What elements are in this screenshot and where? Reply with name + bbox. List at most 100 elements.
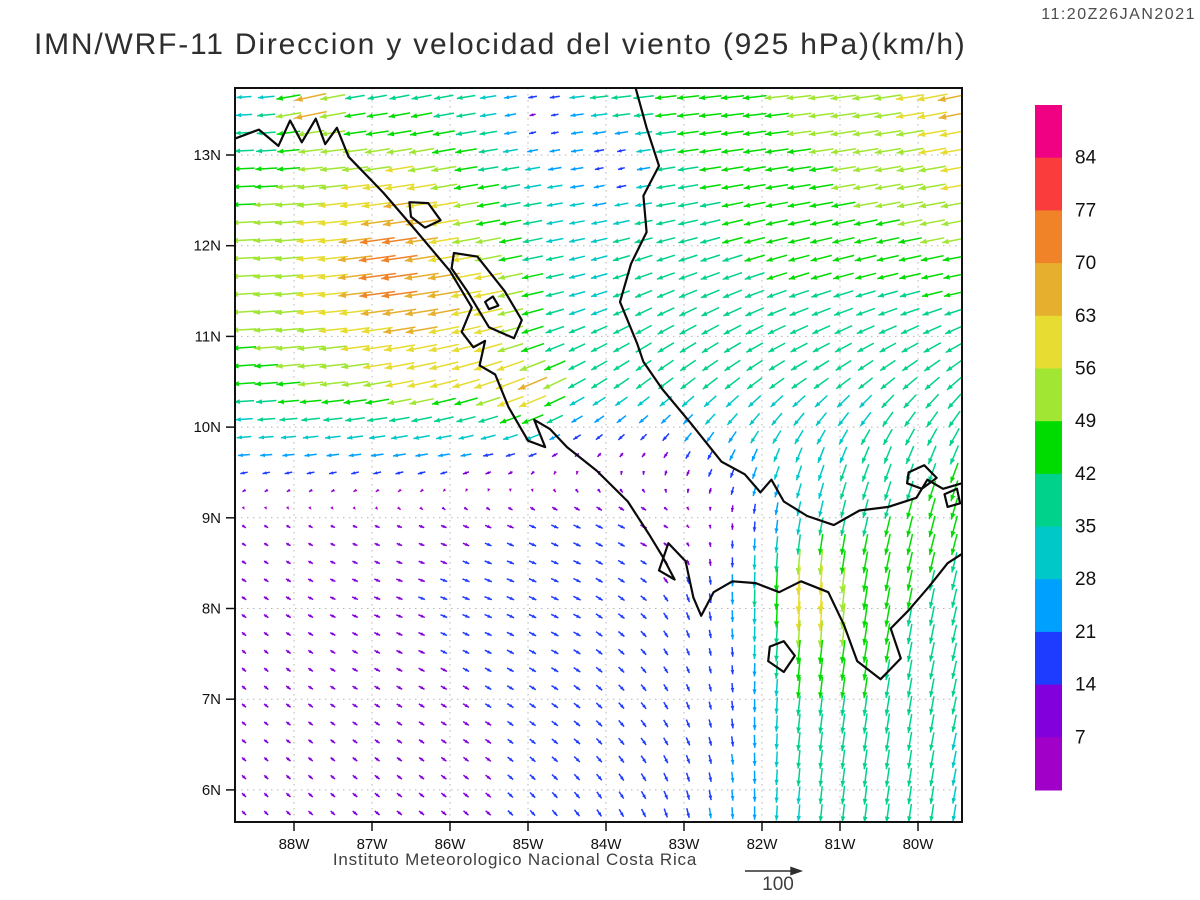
wind-arrow-head	[504, 131, 510, 135]
wind-arrow-head	[840, 567, 846, 575]
wind-arrow-head	[664, 794, 668, 800]
y-axis-label: 9N	[202, 510, 221, 527]
wind-arrow-head	[598, 578, 603, 583]
wind-arrow-head	[730, 525, 734, 530]
wind-arrow-head	[242, 667, 246, 672]
wind-arrow-head	[830, 113, 838, 119]
wind-arrow-head	[235, 166, 240, 172]
wind-arrow-head	[916, 95, 925, 102]
wind-arrow-head	[253, 219, 261, 226]
wind-arrow-head	[460, 453, 466, 457]
wind-arrow-head	[529, 113, 534, 117]
wind-arrow-head	[794, 438, 800, 444]
wind-arrow-head	[941, 220, 949, 227]
wind-arrow-head	[907, 762, 912, 769]
wind-arrow-head	[319, 345, 327, 352]
wind-arrow-head	[398, 650, 403, 654]
wind-arrow-head	[442, 721, 447, 726]
wind-arrow-head	[840, 727, 846, 734]
wind-arrow-head	[792, 401, 799, 407]
wind-arrow-head	[323, 417, 330, 422]
wind-arrow-head	[308, 667, 313, 672]
wind-arrow-head	[708, 759, 712, 764]
wind-arrow-head	[900, 310, 907, 316]
wind-arrow-head	[236, 435, 242, 440]
wind-arrow-head	[242, 560, 247, 564]
wind-arrow-head	[620, 596, 625, 601]
wind-arrow-head	[831, 202, 839, 209]
wind-arrow-head	[818, 780, 824, 787]
wind-arrow-head	[465, 632, 470, 636]
wind-arrow-head	[353, 811, 358, 815]
wind-arrow-head	[945, 347, 952, 353]
wind-arrow-head	[598, 668, 603, 673]
wind-arrow-head	[862, 656, 868, 663]
wind-arrow-head	[458, 435, 464, 440]
wind-arrow-head	[235, 130, 241, 136]
wind-arrow-head	[428, 256, 437, 263]
wind-arrow-head	[304, 453, 310, 458]
wind-arrow-head	[308, 524, 313, 528]
wind-arrow-head	[906, 530, 912, 537]
wind-arrow-head	[876, 256, 884, 262]
wind-arrow-head	[730, 599, 735, 605]
wind-arrow-head	[389, 417, 396, 423]
wind-arrow-head	[678, 220, 685, 226]
wind-arrow-head	[331, 793, 335, 797]
wind-arrow-head	[592, 202, 598, 207]
wind-arrow-head	[478, 166, 485, 172]
wind-arrow-head	[730, 507, 735, 512]
wind-arrow-head	[404, 292, 413, 299]
wind-arrow-head	[242, 793, 246, 797]
wind-arrow-head	[576, 650, 581, 654]
wind-arrow-head	[774, 638, 779, 645]
wind-arrow-head	[874, 149, 882, 155]
wind-arrow-head	[320, 148, 328, 155]
wind-arrow-head	[519, 401, 527, 407]
wind-arrow-head	[789, 293, 796, 298]
wind-arrow-head	[752, 636, 757, 642]
wind-arrow-head	[442, 703, 447, 708]
wind-arrow-head	[723, 311, 730, 316]
colorbar-label: 49	[1075, 411, 1096, 432]
wind-arrow-head	[464, 703, 469, 708]
wind-arrow-head	[242, 596, 247, 600]
wind-arrow-head	[397, 739, 402, 744]
wind-arrow-head	[397, 793, 402, 797]
wind-arrow-head	[686, 489, 690, 493]
wind-arrow-head	[924, 384, 931, 390]
wind-arrow-head	[364, 148, 372, 155]
wind-arrow-head	[365, 399, 373, 405]
wind-arrow-head	[591, 347, 598, 352]
wind-arrow-head	[730, 544, 735, 549]
wind-arrow-head	[286, 685, 291, 690]
wind-arrow-head	[398, 488, 402, 492]
wind-arrow-head	[730, 777, 735, 783]
wind-arrow-head	[636, 149, 642, 154]
wind-arrow-head	[686, 704, 690, 710]
wind-arrow-head	[919, 202, 927, 209]
wind-arrow-head	[241, 506, 245, 510]
wind-arrow-head	[701, 329, 708, 335]
wind-arrow-head	[882, 420, 888, 427]
wind-arrow-head	[442, 650, 447, 654]
wind-arrow-head	[906, 512, 912, 519]
wind-arrow-head	[543, 383, 551, 389]
wind-arrow-head	[284, 471, 289, 475]
wind-arrow-head	[286, 614, 291, 618]
wind-arrow-head	[552, 488, 556, 493]
coastline	[235, 88, 962, 681]
wind-arrow-head	[242, 685, 246, 690]
wind-arrow-head	[752, 527, 757, 532]
wind-arrow-head	[883, 439, 889, 445]
wind-arrow-head	[686, 633, 690, 638]
wind-arrow-head	[464, 739, 469, 744]
wind-arrow-head	[296, 255, 304, 262]
wind-arrow-head	[373, 471, 378, 475]
wind-arrow-head	[747, 383, 754, 389]
wind-arrow-head	[620, 525, 625, 529]
wind-arrow-head	[928, 512, 934, 520]
wind-arrow-head	[840, 656, 846, 664]
wind-arrow-head	[743, 148, 750, 155]
wind-arrow-head	[768, 329, 775, 334]
